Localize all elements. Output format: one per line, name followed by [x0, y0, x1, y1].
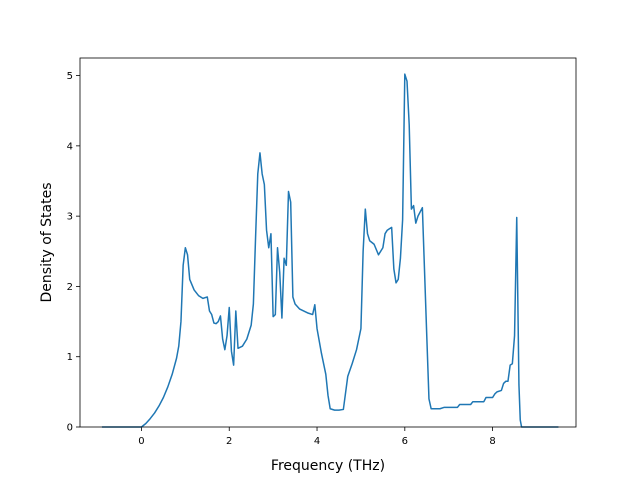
y-axis-label: Density of States — [39, 183, 55, 303]
y-tick-label: 2 — [67, 282, 73, 293]
x-tick-label: 8 — [489, 436, 495, 447]
x-tick-label: 0 — [138, 436, 144, 447]
plot-frame — [79, 57, 577, 428]
y-tick-label: 0 — [67, 423, 73, 434]
y-tick-label: 3 — [67, 212, 73, 223]
y-tick-label: 4 — [67, 141, 73, 152]
x-tick-label: 4 — [314, 436, 320, 447]
x-tick-label: 2 — [226, 436, 232, 447]
dos-series-line — [101, 73, 559, 428]
y-tick-label: 5 — [67, 71, 73, 82]
y-tick-label: 1 — [67, 352, 73, 363]
x-tick-label: 6 — [402, 436, 408, 447]
x-axis-label: Frequency (THz) — [271, 458, 385, 474]
plot-area — [80, 58, 576, 427]
